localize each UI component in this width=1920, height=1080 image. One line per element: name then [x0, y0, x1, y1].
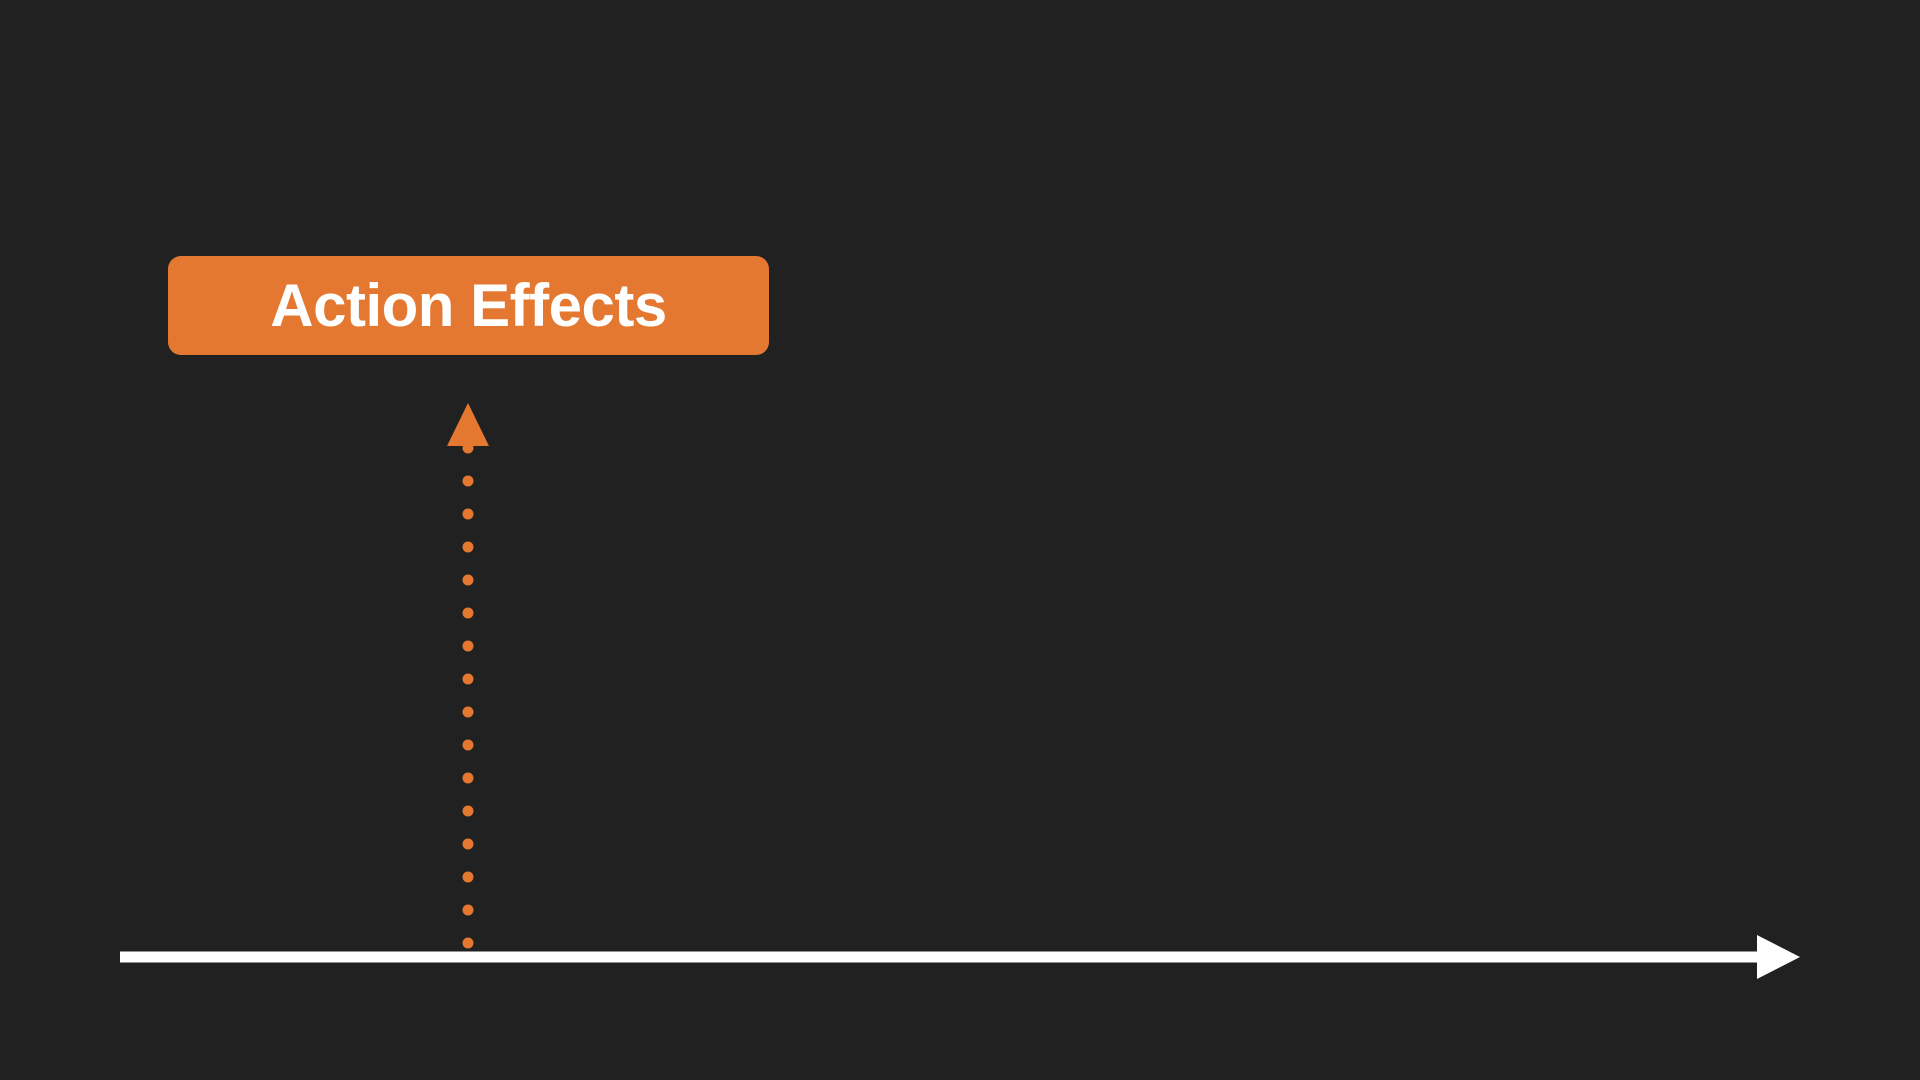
arrow-dot — [462, 871, 474, 883]
arrow-dot — [462, 739, 474, 751]
arrow-dot — [462, 706, 474, 718]
arrow-dot — [462, 772, 474, 784]
arrow-dot — [462, 805, 474, 817]
up-arrowhead-icon — [447, 403, 489, 446]
arrow-dot — [462, 937, 474, 949]
arrow-dot — [462, 574, 474, 586]
arrow-dot — [462, 673, 474, 685]
arrow-dot — [462, 838, 474, 850]
arrow-dot — [462, 904, 474, 916]
timeline-arrowhead-icon — [1757, 935, 1800, 979]
arrow-dot — [462, 508, 474, 520]
arrow-dot — [462, 640, 474, 652]
dotted-arrow-shaft — [462, 442, 474, 949]
arrow-dot — [462, 475, 474, 487]
action-effects-box: Action Effects — [168, 256, 769, 355]
action-effects-label: Action Effects — [270, 272, 667, 339]
arrow-dot — [462, 607, 474, 619]
arrow-dot — [462, 541, 474, 553]
